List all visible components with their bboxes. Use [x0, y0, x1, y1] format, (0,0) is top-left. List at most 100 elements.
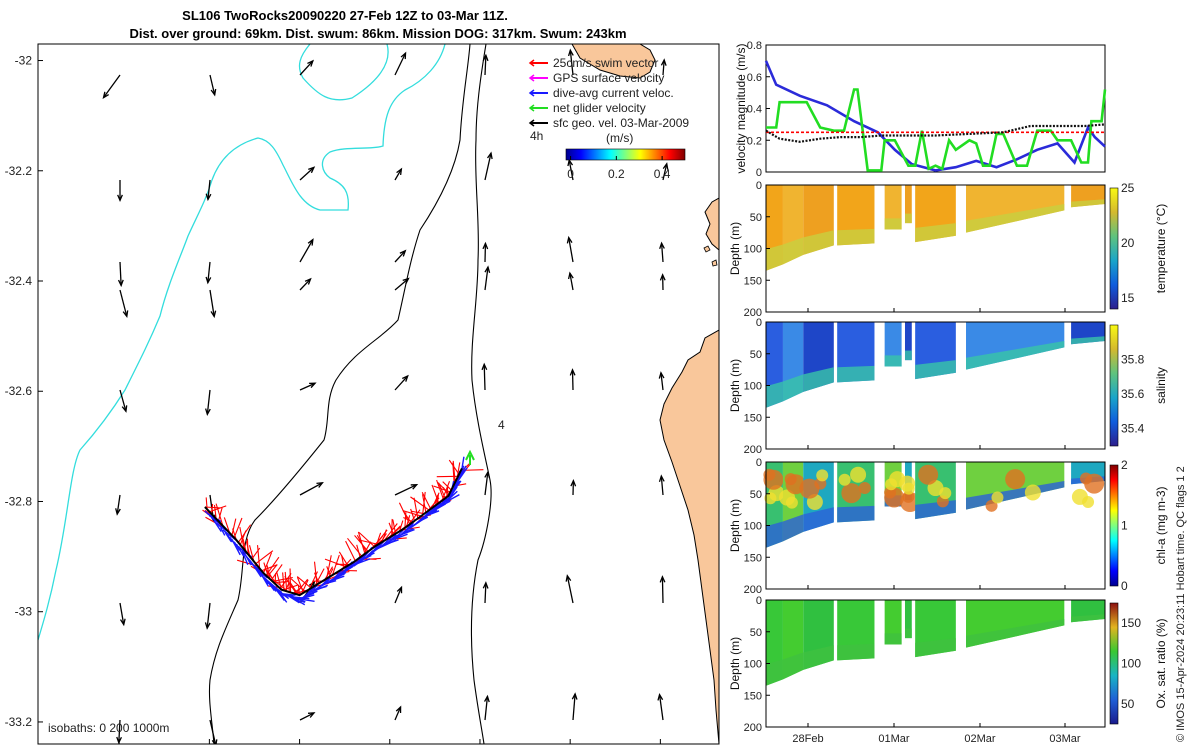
speed-colorbar-ticks: 0 0.2 0.4	[567, 156, 671, 181]
geo-arrow	[394, 375, 409, 391]
map-frame	[37, 43, 720, 745]
swim-vector	[290, 578, 306, 593]
current-vector	[307, 590, 317, 596]
swim-vector	[347, 537, 363, 557]
swim-vector	[256, 545, 261, 569]
map-y-tick-label: -32.2	[5, 164, 33, 178]
geo-arrow-head	[210, 88, 217, 97]
profile-colorbar-tick-label: 35.8	[1121, 353, 1145, 367]
profile-colorbar-label: chl-a (mg m-3)	[1154, 486, 1168, 564]
swim-vector	[272, 579, 289, 593]
swim-vector	[262, 552, 273, 574]
geo-arrow	[569, 50, 574, 76]
swim-vector	[438, 482, 446, 499]
current-vector	[428, 509, 438, 515]
geo-arrow	[484, 55, 487, 76]
geo-arrow-head	[211, 739, 218, 744]
swim-vector	[358, 539, 379, 545]
time-x-tick-label: 02Mar	[964, 733, 996, 745]
swim-vector	[338, 551, 349, 566]
profile-segment-lower	[837, 505, 875, 523]
geo-arrow-head	[662, 162, 669, 170]
chl-patch	[838, 473, 851, 486]
islets	[703, 245, 718, 267]
profile-colorbar-label: Ox. sat. ratio (%)	[1154, 618, 1168, 708]
speed-colorbar-tick-label: 0	[567, 167, 574, 181]
profile-segment-lower	[1071, 336, 1105, 345]
profile-y-tick-label: 50	[750, 349, 762, 361]
swim-vector	[448, 459, 460, 475]
geo-arrow-head	[658, 474, 665, 482]
chl-patch	[884, 487, 905, 508]
coast-north	[704, 197, 719, 251]
velocity-y-tick-label: 0.4	[747, 104, 762, 116]
legend-swatch-head	[528, 119, 535, 127]
geo-arrow-head	[117, 279, 124, 288]
velocity-series-0	[764, 60, 1106, 172]
chl-patch	[858, 482, 871, 495]
geo-arrow-head	[566, 235, 573, 244]
swim-vector	[434, 495, 439, 506]
legend-entry: 25cm/s swim vector	[553, 56, 658, 70]
geo-arrow-head	[410, 483, 419, 490]
swim-vector	[354, 535, 369, 552]
profile-ylabel: Depth (m)	[728, 499, 742, 552]
profile-segment-lower	[904, 628, 912, 639]
geo-arrow-head	[205, 408, 211, 416]
profile-colorbar	[1109, 602, 1119, 725]
profile-y-tick-label: 200	[744, 722, 762, 734]
profile-segment-lower	[884, 355, 902, 367]
chl-patch	[764, 492, 777, 505]
current-vector	[453, 480, 461, 489]
current-vector	[439, 497, 448, 507]
profile-segment-lower	[803, 645, 834, 670]
geo-arrow	[207, 261, 211, 283]
profile-colorbar-tick-label: 25	[1121, 181, 1135, 195]
swim-vector	[437, 482, 450, 495]
profile-y-tick-label: 100	[744, 521, 762, 533]
isobaths-label: isobaths: 0 200 1000m	[48, 721, 169, 735]
geo-arrow	[566, 575, 574, 604]
geo-arrow-head	[660, 58, 667, 66]
legend-swatch-head	[528, 104, 535, 112]
map-y-tick-label: -32.8	[5, 494, 33, 508]
chl-patch	[841, 483, 862, 504]
geo-arrow-head	[121, 405, 128, 413]
geo-arrow-head	[205, 193, 212, 202]
geo-arrow-head	[567, 48, 574, 57]
geo-arrow	[118, 719, 121, 743]
current-vector	[259, 571, 268, 579]
current-vector	[322, 578, 331, 586]
map-y-tick-label: -32.6	[5, 384, 33, 398]
swim-vector	[288, 577, 290, 593]
profile-segment-lower	[803, 507, 834, 532]
profile-segment-lower	[904, 350, 912, 361]
geo-arrow-head	[399, 249, 407, 257]
swim-vector	[431, 484, 440, 504]
profile-colorbar-tick-label: 0	[1121, 579, 1128, 593]
geo-arrow-head	[307, 59, 314, 67]
geo-arrow-head	[308, 166, 316, 174]
swim-vector	[272, 576, 293, 582]
geo-arrow	[483, 364, 486, 391]
profile-segment-lower	[837, 365, 875, 383]
geo-arrow	[660, 243, 664, 263]
colorbar-units: (m/s)	[606, 131, 633, 145]
profile-segment-lower	[884, 218, 902, 230]
geo-arrow	[394, 278, 409, 291]
profile-ylabel: Depth (m)	[728, 637, 742, 690]
profile-y-tick-label: 200	[744, 444, 762, 456]
isobath-0m	[38, 44, 446, 641]
geo-arrow-head	[119, 618, 126, 627]
chl-patch	[763, 469, 784, 490]
map-y-tick-label: -32.4	[5, 274, 33, 288]
profile-segment-lower	[915, 638, 956, 658]
swim-vector	[388, 522, 395, 536]
geo-arrow-head	[115, 508, 121, 516]
time-x-tick-label: 28Feb	[792, 733, 823, 745]
legend-entry: GPS surface velocity	[553, 71, 664, 85]
chl-patch	[850, 466, 867, 483]
geo-arrow-head	[657, 692, 664, 701]
profile-segment-lower	[803, 367, 834, 392]
